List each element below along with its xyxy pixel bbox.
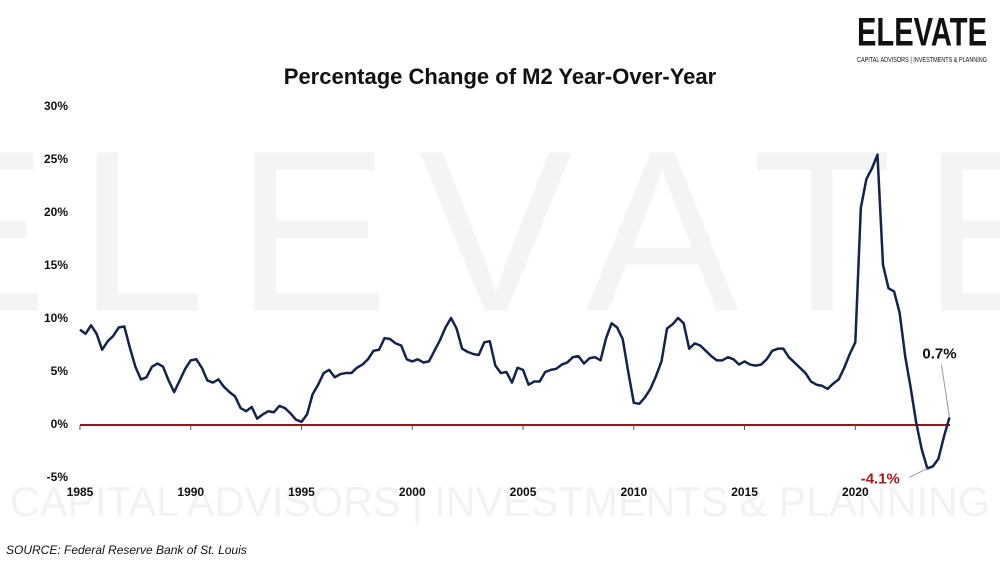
x-tick-label: 2000: [399, 485, 426, 499]
source: SOURCE: Federal Reserve Bank of St. Loui…: [6, 543, 247, 557]
y-tick-label: 20%: [44, 205, 68, 219]
x-tick-label: 2010: [620, 485, 647, 499]
x-tick-label: 1985: [67, 485, 94, 499]
chart-title: Percentage Change of M2 Year-Over-Year: [284, 64, 717, 89]
x-tick-label: 1990: [177, 485, 204, 499]
x-tick-label: 2005: [510, 485, 537, 499]
y-tick-label: 30%: [44, 99, 68, 113]
annotation: 0.7%: [922, 346, 956, 363]
annotation: -4.1%: [861, 470, 900, 487]
y-tick-label: 5%: [51, 364, 69, 378]
annotation-leader: [909, 468, 928, 478]
annotation-leader: [940, 364, 950, 418]
watermark: ELEVATE: [0, 103, 1000, 360]
logo-tagline: CAPITAL ADVISORS | INVESTMENTS & PLANNIN…: [857, 57, 987, 64]
x-tick-label: 2020: [842, 485, 869, 499]
y-tick-label: 0%: [51, 417, 69, 431]
watermark-tagline: CAPITAL ADVISORS | INVESTMENTS & PLANNIN…: [10, 478, 990, 525]
y-tick-label: 25%: [44, 152, 68, 166]
x-tick-label: 1995: [288, 485, 315, 499]
x-tick-label: 2015: [731, 485, 758, 499]
series-line: [79, 153, 951, 470]
logo-name: ELEVATE: [857, 11, 987, 55]
y-tick-label: -5%: [47, 470, 69, 484]
y-tick-label: 15%: [44, 258, 68, 272]
y-tick-label: 10%: [44, 311, 68, 325]
